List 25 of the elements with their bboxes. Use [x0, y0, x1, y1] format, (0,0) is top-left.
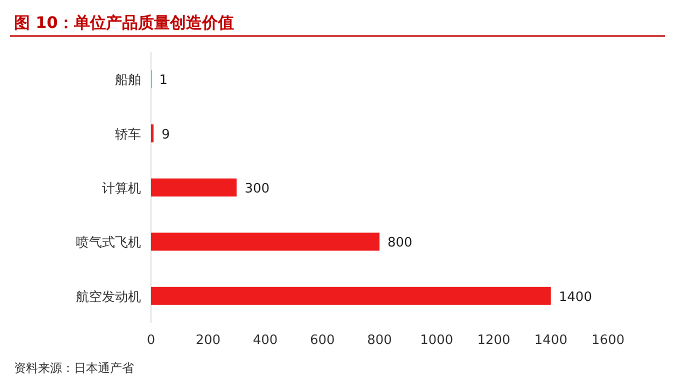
bar — [151, 124, 154, 142]
data-label: 1 — [159, 73, 168, 88]
data-label: 800 — [388, 236, 412, 251]
x-tick-label: 0 — [146, 333, 156, 348]
x-tick-label: 600 — [310, 333, 335, 348]
data-label: 9 — [162, 127, 170, 142]
data-label: 300 — [244, 182, 270, 196]
text: 资料来源：日本通产省 — [14, 361, 134, 375]
x-tick-label: 1400 — [534, 333, 568, 348]
y-tick-label: 喷气式飞机 — [76, 236, 141, 251]
y-tick-label: 轿车 — [115, 127, 141, 142]
x-tick-label: 800 — [367, 333, 392, 348]
x-tick-label: 400 — [252, 333, 278, 348]
bar — [151, 286, 551, 305]
x-tick-label: 200 — [196, 333, 221, 348]
data-label: 1400 — [558, 290, 592, 305]
y-tick-label: 船舶 — [115, 73, 141, 88]
y-tick-label: 计算机 — [102, 182, 141, 196]
x-tick-label: 1000 — [420, 333, 454, 348]
bar — [151, 232, 380, 251]
y-tick-label: 航空发动机 — [76, 290, 141, 305]
x-tick-label: 1600 — [591, 333, 625, 348]
bar — [151, 178, 237, 196]
chart-title: 图 10：单位产品质量创造价值 — [14, 13, 234, 32]
x-tick-label: 1200 — [477, 333, 510, 348]
